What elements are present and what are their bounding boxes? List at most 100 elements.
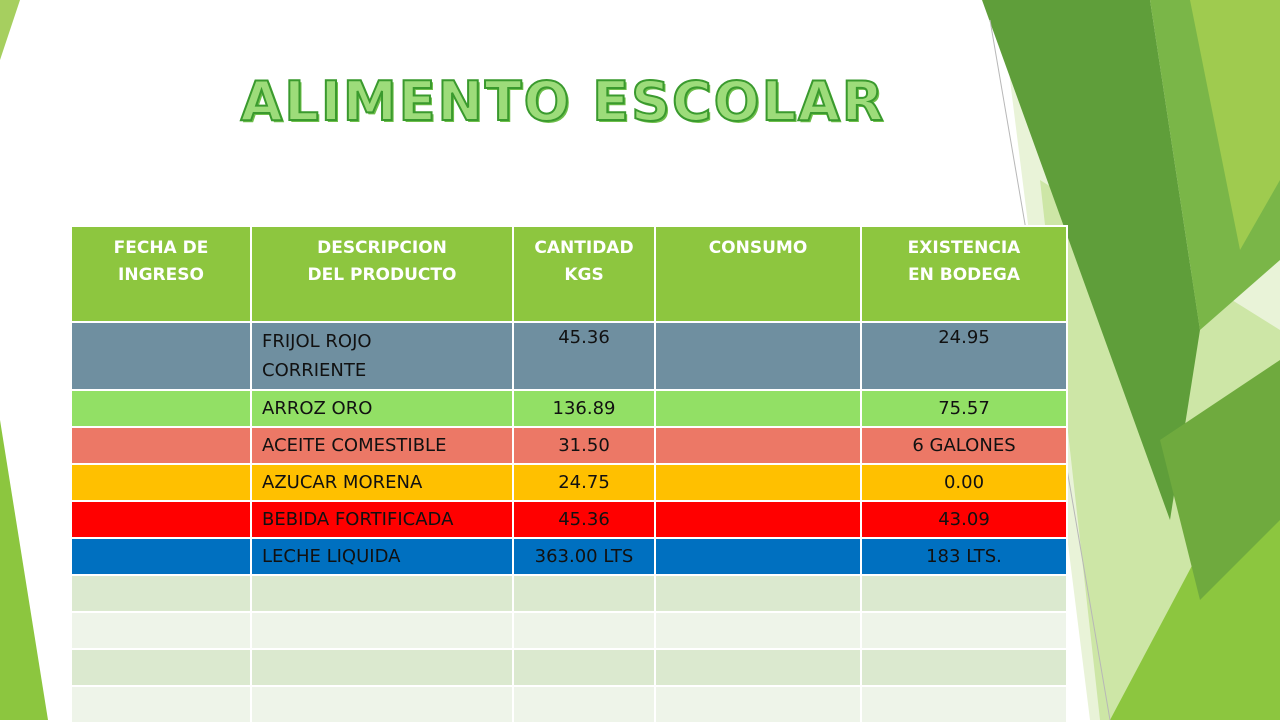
cell-existencia: 6 GALONES: [860, 426, 1068, 465]
cell-cantidad: 24.75: [512, 463, 656, 502]
cell-fecha: [70, 611, 252, 650]
header-existencia-line2: EN BODEGA: [907, 265, 1020, 285]
header-existencia-line1: EXISTENCIA: [907, 238, 1021, 258]
cell-existencia: 0.00: [860, 463, 1068, 502]
cell-fecha: [70, 648, 252, 687]
header-fecha-line1: FECHA DE: [113, 238, 209, 258]
table-row: BEBIDA FORTIFICADA 45.36 43.09: [70, 500, 1068, 539]
cell-cantidad: 31.50: [512, 426, 656, 465]
page-title: ALIMENTO ESCOLAR: [240, 69, 886, 134]
cell-cantidad: [512, 648, 656, 687]
cell-consumo: [654, 537, 862, 576]
header-fecha: FECHA DE INGRESO: [70, 225, 252, 323]
right-bright-shape: [1190, 0, 1280, 250]
cell-fecha: [70, 500, 252, 539]
inventory-table: FECHA DE INGRESO DESCRIPCION DEL PRODUCT…: [70, 225, 1068, 724]
cell-descripcion: [250, 648, 514, 687]
cell-existencia-text: 24.95: [938, 327, 990, 348]
table-row: AZUCAR MORENA 24.75 0.00: [70, 463, 1068, 502]
cell-cantidad-text: 45.36: [558, 509, 610, 530]
header-descripcion: DESCRIPCION DEL PRODUCTO: [250, 225, 514, 323]
cell-fecha: [70, 463, 252, 502]
cell-existencia-text: 43.09: [938, 509, 990, 530]
header-cantidad-line1: CANTIDAD: [534, 238, 634, 258]
cell-existencia: [860, 685, 1068, 724]
cell-cantidad-text: 24.75: [558, 472, 610, 493]
left-top-accent-shape: [0, 0, 20, 60]
cell-cantidad-text: 363.00 LTS: [534, 546, 634, 567]
cell-descripcion: ARROZ ORO: [250, 389, 514, 428]
header-descripcion-line2: DEL PRODUCTO: [307, 265, 457, 285]
table-header-row: FECHA DE INGRESO DESCRIPCION DEL PRODUCT…: [70, 225, 1068, 323]
right-bottom-dark-shape: [1160, 360, 1280, 600]
cell-descripcion-text: ACEITE COMESTIBLE: [262, 435, 447, 456]
cell-existencia: 183 LTS.: [860, 537, 1068, 576]
cell-consumo: [654, 321, 862, 391]
cell-cantidad-text: 45.36: [558, 327, 610, 348]
table-row: FRIJOL ROJO CORRIENTE 45.36 24.95: [70, 321, 1068, 391]
cell-consumo: [654, 463, 862, 502]
cell-consumo: [654, 426, 862, 465]
cell-descripcion-text: FRIJOL ROJO: [262, 331, 372, 352]
table-body: FRIJOL ROJO CORRIENTE 45.36 24.95 ARROZ ORO 1…: [70, 321, 1068, 724]
cell-cantidad: 45.36: [512, 500, 656, 539]
header-cantidad: CANTIDAD KGS: [512, 225, 656, 323]
cell-descripcion: FRIJOL ROJO CORRIENTE: [250, 321, 514, 391]
cell-cantidad: [512, 685, 656, 724]
cell-existencia-text: 6 GALONES: [912, 435, 1016, 456]
cell-fecha: [70, 389, 252, 428]
cell-existencia-text: 0.00: [943, 472, 985, 493]
cell-fecha: [70, 574, 252, 613]
cell-cantidad: 136.89: [512, 389, 656, 428]
cell-existencia: 75.57: [860, 389, 1068, 428]
cell-existencia-text: 183 LTS.: [926, 546, 1002, 567]
cell-descripcion: [250, 611, 514, 650]
cell-consumo: [654, 389, 862, 428]
cell-consumo: [654, 648, 862, 687]
cell-fecha: [70, 321, 252, 391]
cell-descripcion: LECHE LIQUIDA: [250, 537, 514, 576]
cell-fecha: [70, 537, 252, 576]
cell-existencia: [860, 648, 1068, 687]
cell-cantidad: 45.36: [512, 321, 656, 391]
header-consumo-line1: CONSUMO: [708, 238, 808, 258]
cell-descripcion-text: ARROZ ORO: [262, 398, 373, 419]
header-cantidad-line2: KGS: [564, 265, 604, 285]
cell-descripcion-text: AZUCAR MORENA: [262, 472, 423, 493]
cell-descripcion: [250, 685, 514, 724]
table-row: ARROZ ORO 136.89 75.57: [70, 389, 1068, 428]
header-descripcion-line1: DESCRIPCION: [317, 238, 447, 258]
cell-consumo: [654, 574, 862, 613]
cell-cantidad: [512, 574, 656, 613]
table-row: [70, 574, 1068, 613]
cell-fecha: [70, 426, 252, 465]
right-dark-shape: [982, 0, 1200, 520]
cell-descripcion-text: BEBIDA FORTIFICADA: [262, 509, 454, 530]
cell-consumo: [654, 500, 862, 539]
table-row: [70, 685, 1068, 724]
inventory-table-container: FECHA DE INGRESO DESCRIPCION DEL PRODUCT…: [70, 225, 1068, 724]
header-consumo: CONSUMO: [654, 225, 862, 323]
cell-cantidad-text: 136.89: [552, 398, 616, 419]
cell-existencia: 43.09: [860, 500, 1068, 539]
cell-existencia: [860, 574, 1068, 613]
cell-cantidad: 363.00 LTS: [512, 537, 656, 576]
cell-cantidad-text: 31.50: [558, 435, 610, 456]
cell-existencia: 24.95: [860, 321, 1068, 391]
cell-descripcion: AZUCAR MORENA: [250, 463, 514, 502]
cell-descripcion-text: CORRIENTE: [262, 360, 367, 381]
cell-consumo: [654, 685, 862, 724]
table-row: [70, 648, 1068, 687]
header-fecha-line2: INGRESO: [118, 265, 204, 285]
cell-descripcion: ACEITE COMESTIBLE: [250, 426, 514, 465]
table-row: ACEITE COMESTIBLE 31.50 6 GALONES: [70, 426, 1068, 465]
cell-consumo: [654, 611, 862, 650]
cell-fecha: [70, 685, 252, 724]
cell-existencia-text: 75.57: [938, 398, 990, 419]
cell-descripcion: [250, 574, 514, 613]
cell-existencia: [860, 611, 1068, 650]
table-row: LECHE LIQUIDA 363.00 LTS 183 LTS.: [70, 537, 1068, 576]
cell-descripcion-text: LECHE LIQUIDA: [262, 546, 401, 567]
cell-descripcion: BEBIDA FORTIFICADA: [250, 500, 514, 539]
